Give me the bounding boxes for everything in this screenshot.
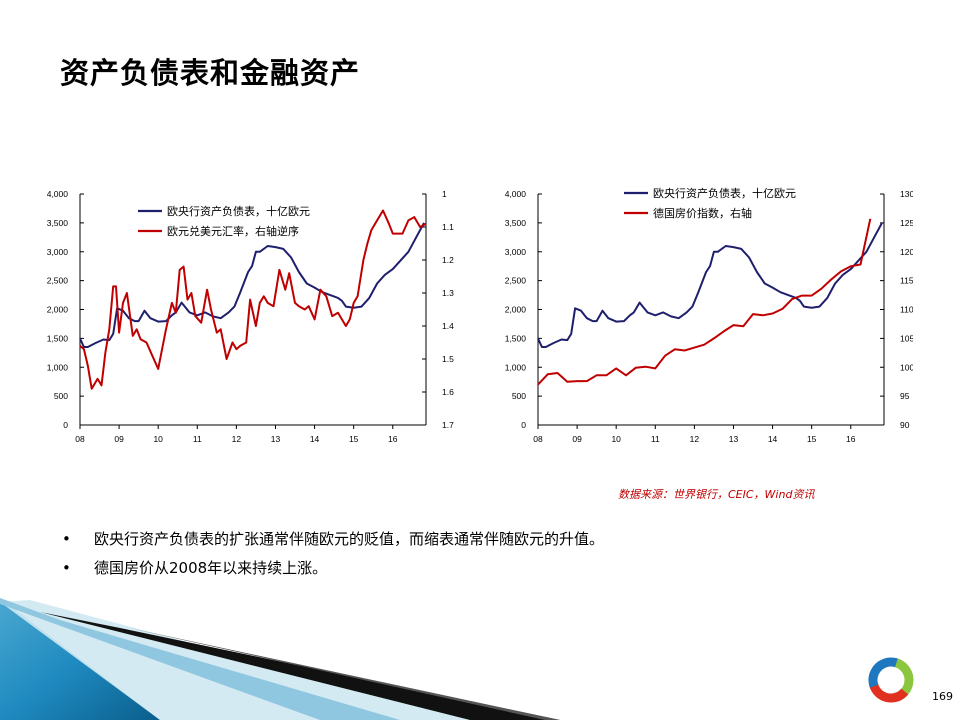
right-axis-tick-label: 95 — [900, 391, 910, 401]
left-axis-tick-label: 2,500 — [47, 276, 69, 286]
x-axis-tick-label: 12 — [232, 434, 242, 444]
series-line-left-axis — [79, 222, 425, 348]
left-axis-tick-label: 3,500 — [47, 218, 69, 228]
right-axis-tick-label: 1.1 — [442, 222, 454, 232]
series-line-right-axis — [537, 218, 872, 386]
data-source-note: 数据来源：世界银行，CEIC，Wind资讯 — [618, 488, 815, 501]
right-axis-tick-label: 115 — [900, 276, 913, 286]
right-axis-tick-label: 1.4 — [442, 321, 454, 331]
right-axis-tick-label: 90 — [900, 420, 910, 430]
legend-label: 欧元兑美元汇率，右轴逆序 — [167, 224, 299, 238]
left-axis-tick-label: 4,000 — [47, 189, 69, 199]
x-axis-tick-label: 15 — [349, 434, 359, 444]
right-axis-tick-label: 100 — [900, 362, 913, 372]
page-number: 169 — [932, 690, 953, 703]
x-axis-tick-label: 10 — [153, 434, 163, 444]
series-line-right-axis — [79, 209, 427, 390]
bullet-list: • 欧央行资产负债表的扩张通常伴随欧元的贬值，而缩表通常伴随欧元的升值。 • 德国房… — [62, 528, 604, 586]
left-axis-tick-label: 500 — [54, 391, 68, 401]
right-axis-tick-label: 1.2 — [442, 255, 454, 265]
right-axis-tick-label: 1.7 — [442, 420, 454, 430]
series-line-left-axis — [537, 222, 883, 348]
bullet-item: • 德国房价从2008年以来持续上涨。 — [62, 557, 604, 586]
chart-ecb-vs-german-house-prices: 0 500 1,000 1,500 2,000 2,500 3,000 3,500 4,000 9… — [505, 186, 913, 444]
left-axis-tick-label: 3,500 — [505, 218, 527, 228]
right-axis-tick-label: 110 — [900, 305, 913, 315]
legend-label: 欧央行资产负债表，十亿欧元 — [653, 186, 796, 200]
left-axis-tick-label: 500 — [512, 391, 526, 401]
right-axis-tick-label: 1.5 — [442, 354, 454, 364]
x-axis-tick-label: 11 — [651, 434, 660, 444]
x-axis-tick-label: 13 — [729, 434, 739, 444]
right-axis-tick-label: 125 — [900, 218, 913, 228]
left-axis-tick-label: 2,000 — [47, 305, 69, 315]
x-axis-tick-label: 14 — [768, 434, 778, 444]
bullet-marker: • — [62, 559, 71, 577]
chart-ecb-vs-eurusd: 0 500 1,000 1,500 2,000 2,500 3,000 3,500 4,000 1… — [47, 189, 454, 444]
legend-label: 德国房价指数，右轴 — [653, 206, 752, 220]
right-axis-tick-label: 1.6 — [442, 387, 454, 397]
x-axis-tick-label: 09 — [114, 434, 124, 444]
slide-title: 资产负债表和金融资产 — [60, 56, 361, 90]
left-axis-tick-label: 2,500 — [505, 276, 527, 286]
right-axis-tick-label: 120 — [900, 247, 913, 257]
x-axis-tick-label: 11 — [193, 434, 202, 444]
left-axis-tick-label: 3,000 — [47, 247, 69, 257]
x-axis-tick-label: 16 — [388, 434, 398, 444]
right-axis-tick-label: 1 — [442, 189, 447, 199]
x-axis-tick-label: 08 — [533, 434, 543, 444]
left-axis-tick-label: 4,000 — [505, 189, 527, 199]
right-axis-tick-label: 130 — [900, 189, 913, 199]
left-axis-tick-label: 1,500 — [47, 333, 69, 343]
bullet-item: • 欧央行资产负债表的扩张通常伴随欧元的贬值，而缩表通常伴随欧元的升值。 — [62, 528, 604, 557]
left-axis-tick-label: 1,000 — [505, 362, 527, 372]
x-axis-tick-label: 10 — [611, 434, 621, 444]
x-axis-tick-label: 09 — [572, 434, 582, 444]
bullet-text: 德国房价从2008年以来持续上涨。 — [94, 559, 328, 577]
x-axis-tick-label: 12 — [690, 434, 700, 444]
x-axis-tick-label: 16 — [846, 434, 856, 444]
left-axis-tick-label: 1,000 — [47, 362, 69, 372]
right-axis-tick-label: 105 — [900, 333, 913, 343]
left-axis-tick-label: 0 — [63, 420, 68, 430]
left-axis-tick-label: 1,500 — [505, 333, 527, 343]
left-axis-tick-label: 2,000 — [505, 305, 527, 315]
x-axis-tick-label: 15 — [807, 434, 817, 444]
x-axis-tick-label: 08 — [75, 434, 85, 444]
company-logo-icon — [868, 657, 914, 703]
x-axis-tick-label: 14 — [310, 434, 320, 444]
left-axis-tick-label: 3,000 — [505, 247, 527, 257]
bullet-marker: • — [62, 530, 71, 548]
bullet-text: 欧央行资产负债表的扩张通常伴随欧元的贬值，而缩表通常伴随欧元的升值。 — [94, 530, 605, 548]
right-axis-tick-label: 1.3 — [442, 288, 454, 298]
legend-label: 欧央行资产负债表，十亿欧元 — [167, 204, 310, 218]
left-axis-tick-label: 0 — [521, 420, 526, 430]
x-axis-tick-label: 13 — [271, 434, 281, 444]
